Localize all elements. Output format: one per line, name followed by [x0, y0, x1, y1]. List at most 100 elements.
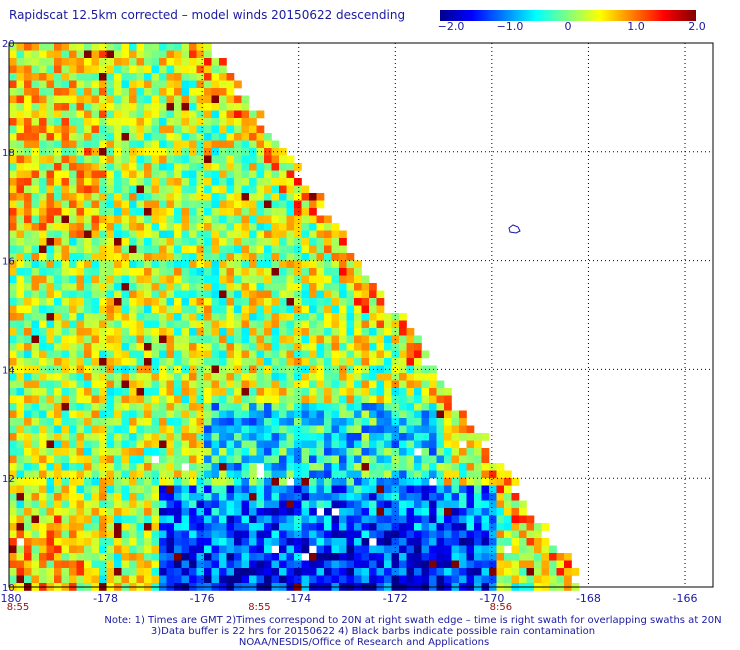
- swath-pixel: [279, 148, 287, 156]
- swath-pixel: [114, 553, 122, 561]
- swath-pixel: [234, 500, 242, 509]
- swath-pixel: [76, 118, 85, 126]
- swath-pixel: [136, 260, 145, 269]
- swath-pixel: [84, 433, 92, 441]
- swath-pixel: [204, 560, 212, 569]
- swath-pixel: [151, 200, 160, 209]
- swath-pixel: [376, 448, 385, 456]
- swath-pixel: [54, 155, 62, 164]
- swath-pixel: [519, 515, 527, 524]
- swath-pixel: [39, 223, 47, 231]
- swath-pixel: [31, 485, 40, 494]
- swath-pixel: [84, 140, 92, 149]
- swath-pixel: [16, 95, 25, 104]
- swath-pixel: [316, 470, 325, 479]
- swath-pixel: [166, 388, 175, 396]
- swath-pixel: [399, 500, 407, 509]
- swath-pixel: [129, 455, 137, 464]
- swath-pixel: [279, 290, 287, 299]
- swath-pixel: [444, 388, 452, 396]
- swath-pixel: [241, 103, 250, 111]
- swath-pixel: [39, 350, 47, 359]
- swath-pixel: [466, 500, 475, 509]
- swath-pixel: [76, 553, 85, 561]
- swath-pixel: [331, 350, 340, 359]
- swath-pixel: [181, 320, 190, 329]
- swath-pixel: [309, 350, 317, 359]
- swath-pixel: [159, 80, 167, 89]
- swath-pixel: [61, 103, 70, 111]
- swath-pixel: [76, 433, 85, 441]
- swath-pixel: [24, 245, 32, 254]
- swath-pixel: [219, 193, 227, 201]
- swath-pixel: [159, 433, 167, 441]
- swath-pixel: [121, 88, 130, 96]
- swath-pixel: [369, 298, 377, 306]
- swath-pixel: [354, 260, 362, 269]
- swath-pixel: [9, 358, 17, 366]
- swath-pixel: [346, 560, 355, 569]
- swath-pixel: [31, 440, 40, 449]
- swath-pixel: [346, 253, 355, 261]
- swath-pixel: [46, 140, 55, 149]
- swath-pixel: [241, 125, 250, 134]
- swath-pixel: [174, 568, 182, 576]
- swath-pixel: [451, 560, 460, 569]
- swath-pixel: [331, 455, 340, 464]
- swath-pixel: [144, 50, 152, 59]
- swath-pixel: [174, 470, 182, 479]
- swath-pixel: [211, 395, 220, 404]
- swath-pixel: [84, 200, 92, 209]
- swath-pixel: [181, 305, 190, 314]
- swath-pixel: [459, 433, 467, 441]
- swath-pixel: [106, 80, 115, 89]
- swath-pixel: [91, 58, 100, 66]
- swath-pixel: [234, 418, 242, 426]
- swath-pixel: [339, 478, 347, 486]
- swath-pixel: [346, 478, 355, 486]
- swath-pixel: [69, 553, 77, 561]
- swath-pixel: [459, 568, 467, 576]
- swath-pixel: [166, 290, 175, 299]
- swath-pixel: [271, 568, 280, 576]
- swath-pixel: [9, 500, 17, 509]
- swath-pixel: [234, 335, 242, 344]
- swath-pixel: [69, 305, 77, 314]
- swath-pixel: [61, 110, 70, 119]
- swath-pixel: [339, 410, 347, 419]
- swath-pixel: [16, 403, 25, 411]
- swath-pixel: [414, 335, 422, 344]
- swath-pixel: [279, 485, 287, 494]
- swath-pixel: [204, 283, 212, 291]
- swath-pixel: [384, 575, 392, 584]
- swath-pixel: [69, 373, 77, 381]
- swath-pixel: [31, 553, 40, 561]
- swath-pixel: [114, 575, 122, 584]
- swath-pixel: [489, 493, 497, 501]
- swath-pixel: [16, 193, 25, 201]
- swath-pixel: [54, 298, 62, 306]
- swath-pixel: [61, 65, 70, 74]
- swath-pixel: [264, 380, 272, 389]
- swath-pixel: [9, 350, 17, 359]
- swath-pixel: [294, 178, 302, 186]
- swath-pixel: [354, 410, 362, 419]
- swath-pixel: [114, 215, 122, 224]
- swath-pixel: [54, 65, 62, 74]
- swath-pixel: [114, 170, 122, 179]
- swath-pixel: [61, 305, 70, 314]
- swath-pixel: [181, 50, 190, 59]
- swath-pixel: [301, 245, 310, 254]
- swath-pixel: [159, 245, 167, 254]
- swath-pixel: [76, 268, 85, 276]
- swath-pixel: [234, 470, 242, 479]
- swath-pixel: [91, 298, 100, 306]
- swath-pixel: [466, 538, 475, 546]
- swath-pixel: [54, 140, 62, 149]
- swath-pixel: [9, 140, 17, 149]
- swath-pixel: [354, 350, 362, 359]
- swath-pixel: [159, 493, 167, 501]
- swath-pixel: [264, 373, 272, 381]
- swath-pixel: [421, 425, 430, 434]
- swath-pixel: [196, 253, 205, 261]
